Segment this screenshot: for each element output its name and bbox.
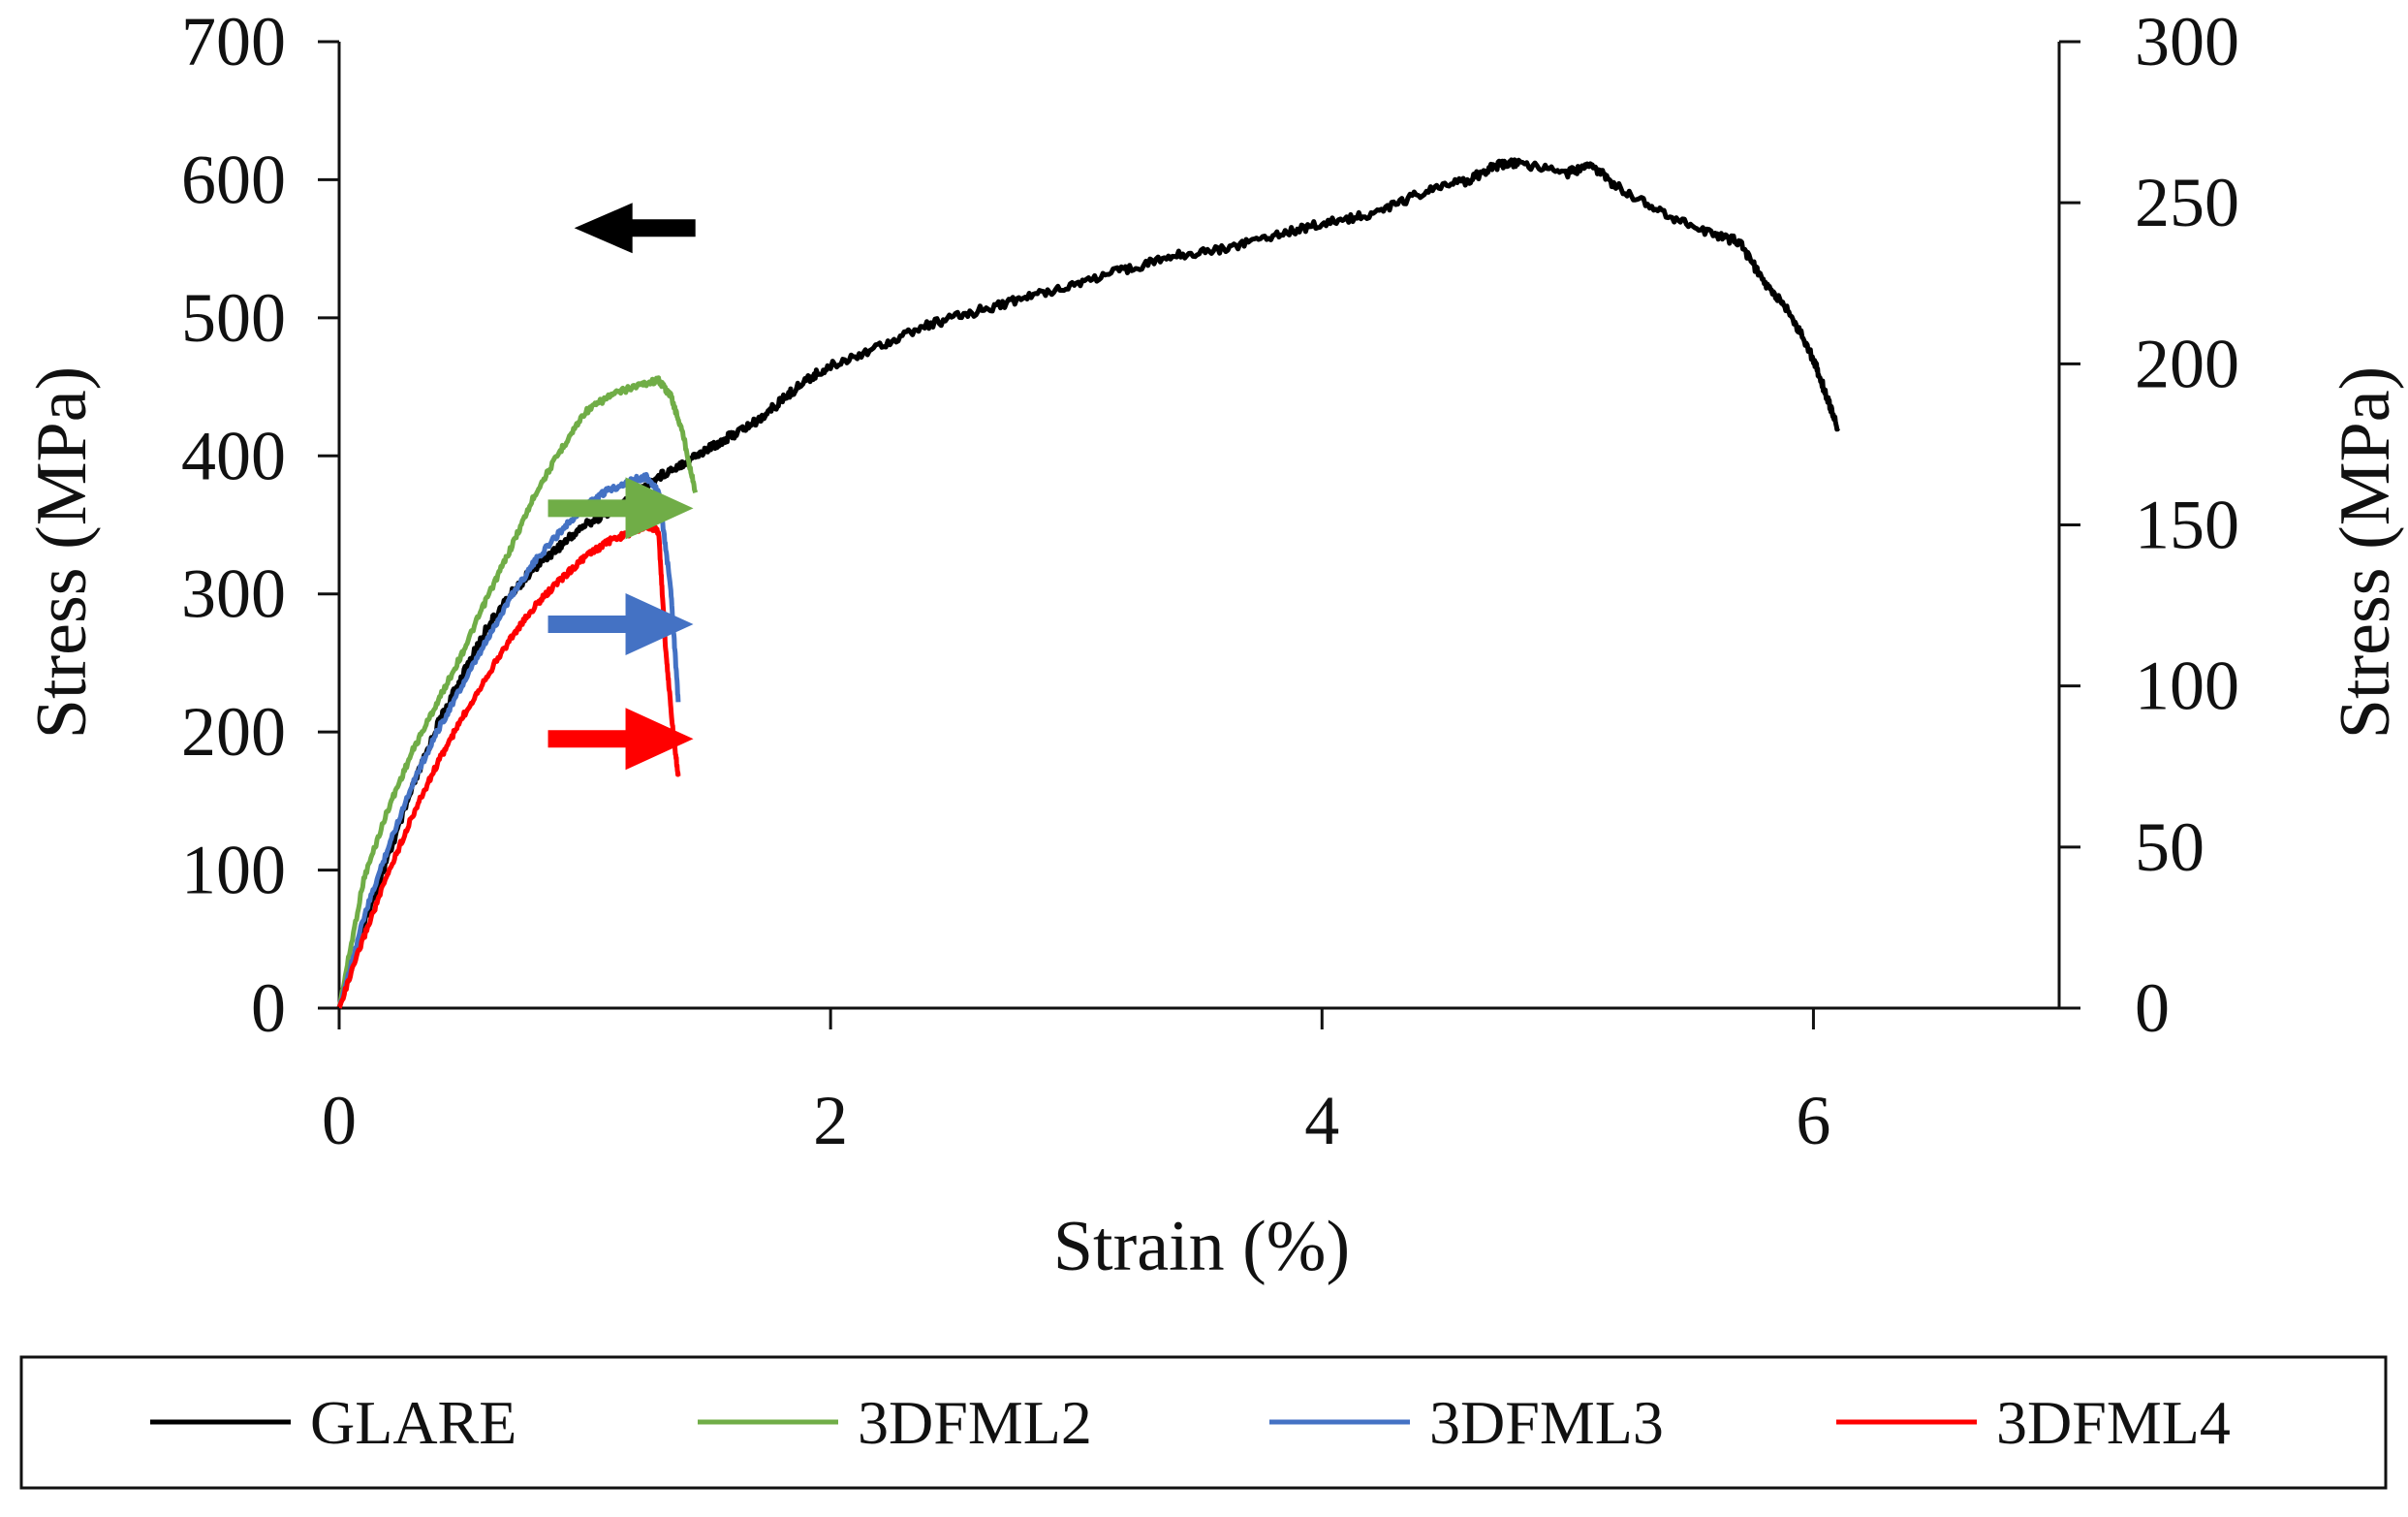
x-axis-title: Strain (%): [1053, 1207, 1350, 1286]
right-y-tick-label: 50: [2135, 808, 2205, 886]
legend-label-3dfml3: 3DFML3: [1429, 1388, 1664, 1457]
right-y-axis-title: Stress (MPa): [2326, 366, 2405, 739]
left-y-tick-label: 400: [181, 417, 286, 494]
series-line-3dfml2: [336, 375, 699, 1009]
legend-label-3dfml2: 3DFML2: [858, 1388, 1092, 1457]
right-y-tick-label: 250: [2135, 164, 2239, 241]
right-y-tick-label: 300: [2135, 3, 2239, 80]
x-tick-label: 4: [1304, 1082, 1339, 1159]
tick-layer: 0 100 200 300 400 500 600 700 0 50 100 150 200 250 300…: [181, 3, 2239, 1159]
arrow-layer: [547, 203, 696, 771]
right-y-tick-label: 100: [2135, 648, 2239, 725]
left-y-axis-title: Stress (MPa): [22, 366, 102, 739]
legend-box: [19, 1355, 2388, 1490]
right-y-tick-label: 150: [2135, 487, 2239, 564]
left-y-tick-label: 700: [181, 3, 286, 80]
legend-label-glare: GLARE: [310, 1388, 516, 1457]
legend-label-3dfml4: 3DFML4: [1996, 1388, 2231, 1457]
right-y-tick-label: 200: [2135, 325, 2239, 402]
left-y-tick-label: 100: [181, 832, 286, 909]
left-y-tick-label: 0: [251, 969, 286, 1047]
axis-arrow-right: [547, 708, 694, 771]
legend: GLARE 3DFML2 3DFML3 3DFML4: [19, 1355, 2388, 1490]
series-line-3dfml4: [336, 521, 681, 1009]
series-layer: [336, 157, 1841, 1009]
left-y-tick-label: 200: [181, 693, 286, 771]
series-line-3dfml3: [336, 471, 681, 1009]
right-y-tick-label: 0: [2135, 969, 2170, 1047]
x-tick-label: 0: [322, 1082, 357, 1159]
left-y-tick-label: 600: [181, 141, 286, 218]
x-tick-label: 2: [813, 1082, 848, 1159]
left-y-tick-label: 500: [181, 279, 286, 357]
axis-arrow-left: [574, 203, 696, 254]
x-tick-label: 6: [1796, 1082, 1830, 1159]
axis-arrow-right: [547, 477, 694, 540]
axis-arrow-right: [547, 593, 694, 656]
left-y-tick-label: 300: [181, 555, 286, 633]
